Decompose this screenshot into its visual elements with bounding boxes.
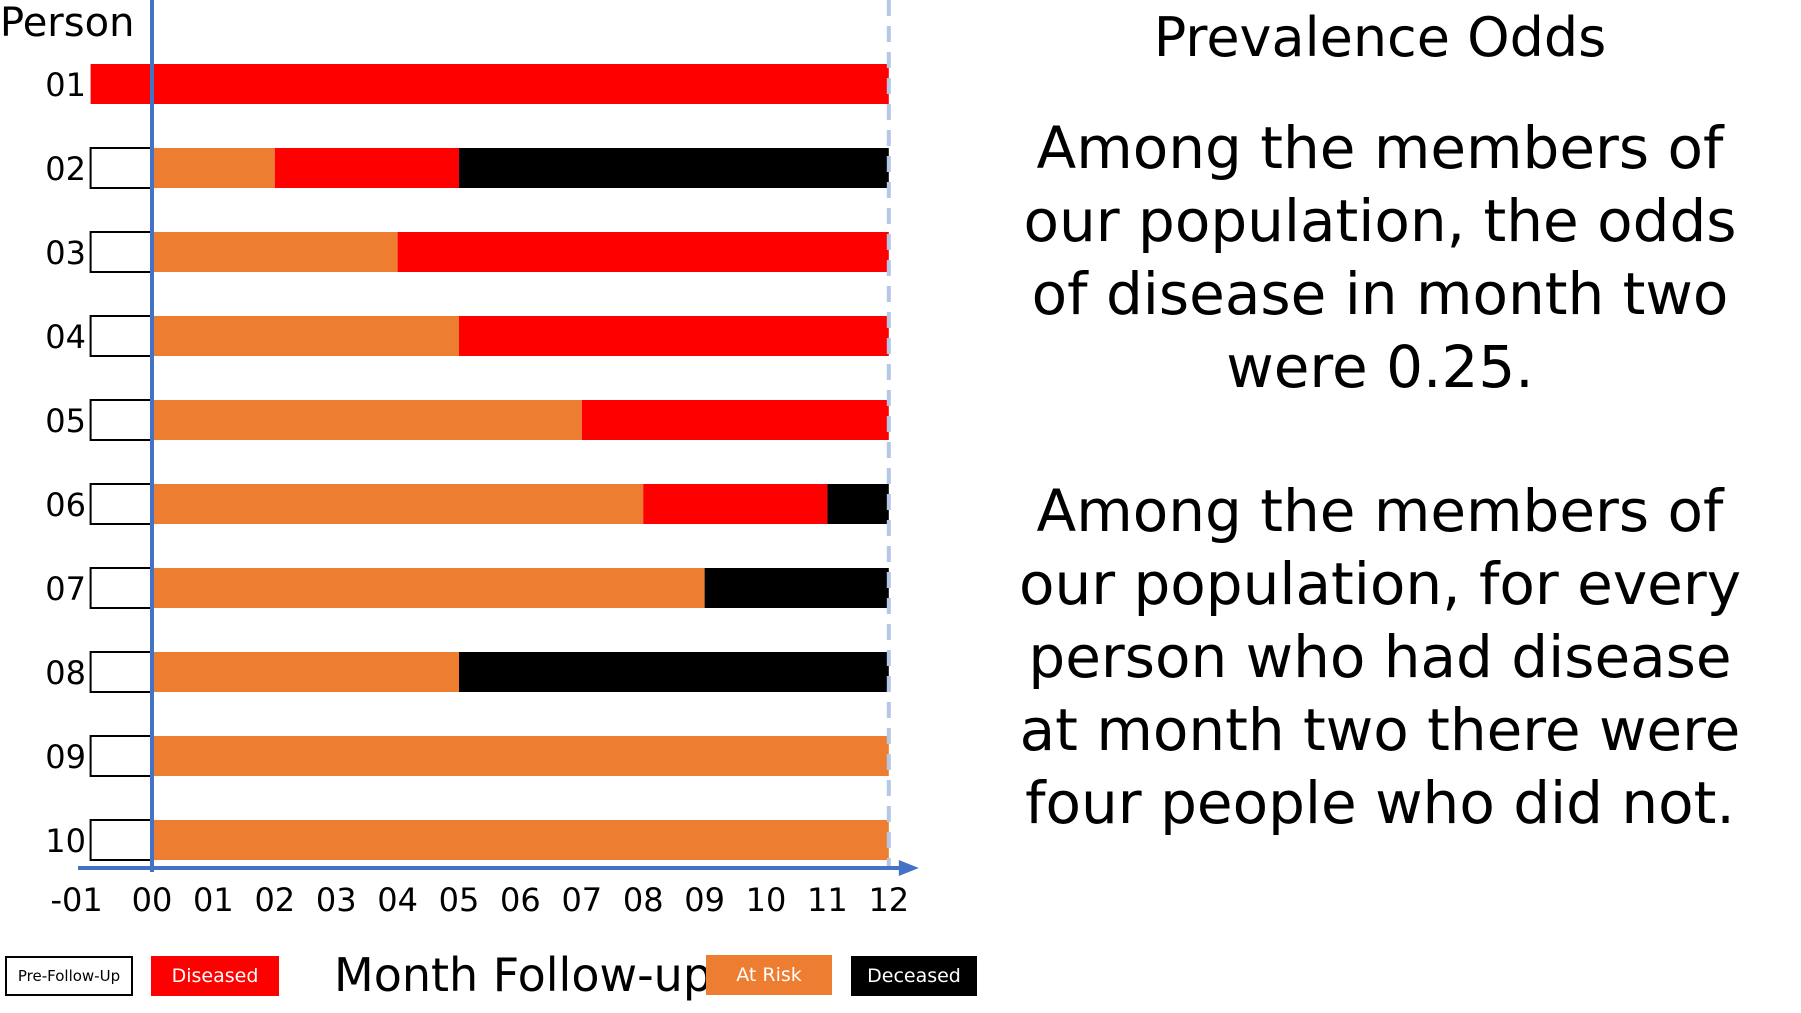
- bar-segment-at-risk: [152, 316, 459, 356]
- x-tick-label: 04: [377, 881, 418, 919]
- statement-odds: Among the members of our population, the…: [1010, 112, 1750, 404]
- person-label: 02: [45, 150, 86, 188]
- statement-odds-line: of disease in month two: [1031, 260, 1729, 328]
- bar-segment-at-risk: [152, 736, 889, 776]
- bar-segment-pre: [89, 483, 153, 525]
- person-label: 01: [45, 66, 86, 104]
- bar-segment-at-risk: [152, 652, 459, 692]
- bar-segment-at-risk: [152, 484, 644, 524]
- x-tick-label: 05: [439, 881, 480, 919]
- statement-odds-line: Among the members of: [1036, 114, 1724, 182]
- person-label: 07: [45, 570, 86, 608]
- bar-segment-diseased: [397, 232, 889, 272]
- person-label: 10: [45, 822, 86, 860]
- bar-segment-pre: [89, 735, 153, 777]
- statement-odds-line: our population, the odds: [1023, 187, 1737, 255]
- bar-segment-deceased: [704, 568, 889, 608]
- statement-ratio-line: our population, for every: [1018, 550, 1742, 618]
- y-axis-label: Person: [0, 0, 135, 46]
- x-tick-label: 10: [746, 881, 787, 919]
- bar-segment-pre: [89, 399, 153, 441]
- bar-segment-at-risk: [152, 568, 705, 608]
- bar-segment-pre: [89, 231, 153, 273]
- bar-segment-deceased: [827, 484, 889, 524]
- person-label: 09: [45, 738, 86, 776]
- bar-segment-pre: [89, 567, 153, 609]
- statement-ratio: Among the members of our population, for…: [1010, 475, 1750, 840]
- x-tick-label: 12: [868, 881, 909, 919]
- bar-segment-deceased: [459, 148, 889, 188]
- x-axis-arrow: [898, 860, 919, 876]
- bar-segment-at-risk: [152, 400, 582, 440]
- x-tick-label: 09: [684, 881, 725, 919]
- bar-segment-diseased: [581, 400, 889, 440]
- bar-segment-pre: [89, 315, 153, 357]
- x-tick-label: 06: [500, 881, 541, 919]
- bar-segment-pre: [89, 147, 153, 189]
- legend-diseased: Diseased: [151, 956, 279, 996]
- bar-segment-diseased: [274, 148, 459, 188]
- x-tick-label: 03: [316, 881, 357, 919]
- person-label: 05: [45, 402, 86, 440]
- person-label: 08: [45, 654, 86, 692]
- legend-deceased: Deceased: [851, 956, 977, 996]
- bar-segment-diseased: [459, 316, 889, 356]
- x-tick-label: 01: [193, 881, 234, 919]
- panel-title: Prevalence Odds: [1153, 6, 1607, 69]
- person-label: 03: [45, 234, 86, 272]
- bar-segment-diseased: [643, 484, 828, 524]
- bar-segment-at-risk: [152, 820, 889, 860]
- x-tick-label: 08: [623, 881, 664, 919]
- bar-segment-pre: [89, 651, 153, 693]
- x-tick-label: 11: [807, 881, 848, 919]
- bar-segment-deceased: [459, 652, 889, 692]
- bar-segment-at-risk: [152, 232, 398, 272]
- statement-ratio-line: at month two there were: [1019, 696, 1741, 764]
- x-tick-label: -01: [50, 881, 102, 919]
- bar-segment-pre: [89, 819, 153, 861]
- statement-ratio-line: person who had disease: [1028, 623, 1732, 691]
- statement-odds-line: were 0.25.: [1226, 333, 1534, 401]
- x-tick-label: 02: [254, 881, 295, 919]
- x-tick-label: 00: [132, 881, 173, 919]
- legend-pre-follow-up: Pre-Follow-Up: [5, 956, 133, 996]
- statement-ratio-line: four people who did not.: [1025, 769, 1735, 837]
- person-label: 06: [45, 486, 86, 524]
- x-tick-label: 07: [561, 881, 602, 919]
- bar-segment-at-risk: [152, 148, 275, 188]
- statement-ratio-line: Among the members of: [1036, 477, 1724, 545]
- person-label: 04: [45, 318, 86, 356]
- x-axis-label: Month Follow-up: [334, 948, 713, 1002]
- legend-at-risk: At Risk: [706, 955, 832, 995]
- bar-segment-diseased: [90, 64, 889, 104]
